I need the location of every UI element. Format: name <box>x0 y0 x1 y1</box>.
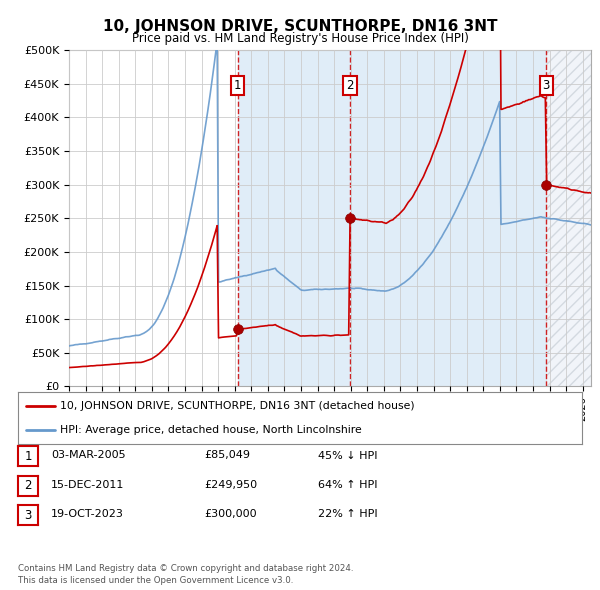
Text: HPI: Average price, detached house, North Lincolnshire: HPI: Average price, detached house, Nort… <box>60 425 362 435</box>
Bar <box>546 50 591 386</box>
Text: £249,950: £249,950 <box>204 480 257 490</box>
Text: 3: 3 <box>542 79 550 92</box>
Text: £300,000: £300,000 <box>204 510 257 519</box>
Text: 19-OCT-2023: 19-OCT-2023 <box>51 510 124 519</box>
Bar <box>238 50 546 386</box>
Text: 2: 2 <box>25 479 32 492</box>
Text: 64% ↑ HPI: 64% ↑ HPI <box>318 480 377 490</box>
Text: £85,049: £85,049 <box>204 451 250 460</box>
Text: 15-DEC-2011: 15-DEC-2011 <box>51 480 124 490</box>
Text: 1: 1 <box>25 450 32 463</box>
Text: Contains HM Land Registry data © Crown copyright and database right 2024.
This d: Contains HM Land Registry data © Crown c… <box>18 564 353 585</box>
Text: 10, JOHNSON DRIVE, SCUNTHORPE, DN16 3NT: 10, JOHNSON DRIVE, SCUNTHORPE, DN16 3NT <box>103 19 497 34</box>
Text: Price paid vs. HM Land Registry's House Price Index (HPI): Price paid vs. HM Land Registry's House … <box>131 32 469 45</box>
Text: 2: 2 <box>346 79 354 92</box>
Text: 03-MAR-2005: 03-MAR-2005 <box>51 451 125 460</box>
Text: 22% ↑ HPI: 22% ↑ HPI <box>318 510 377 519</box>
Text: 45% ↓ HPI: 45% ↓ HPI <box>318 451 377 460</box>
Text: 10, JOHNSON DRIVE, SCUNTHORPE, DN16 3NT (detached house): 10, JOHNSON DRIVE, SCUNTHORPE, DN16 3NT … <box>60 401 415 411</box>
Text: 3: 3 <box>25 509 32 522</box>
Text: 1: 1 <box>234 79 241 92</box>
